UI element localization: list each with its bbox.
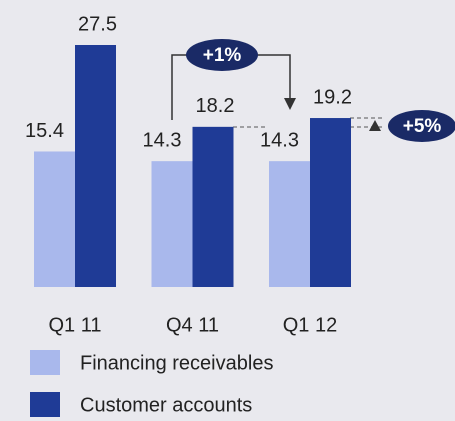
bar — [310, 118, 351, 287]
bar — [34, 151, 75, 287]
annotation: +5% — [403, 116, 442, 137]
bar — [75, 45, 116, 287]
value-label: 18.2 — [196, 95, 235, 117]
arrow-head — [369, 120, 381, 131]
value-label: 14.3 — [260, 129, 299, 151]
legend-swatch — [30, 350, 60, 375]
x-tick-label: Q1 12 — [283, 314, 337, 336]
annotation: +1% — [203, 45, 242, 66]
bar — [192, 126, 234, 287]
arrow-head — [284, 98, 296, 110]
bar — [151, 161, 193, 287]
value-label: 14.3 — [143, 129, 182, 151]
value-label: 19.2 — [313, 86, 352, 108]
x-tick-label: Q1 11 — [49, 314, 102, 336]
value-label: 15.4 — [25, 120, 64, 142]
x-tick-label: Q4 11 — [166, 314, 219, 336]
legend-swatch — [30, 392, 60, 417]
legend-label: Customer accounts — [80, 394, 252, 416]
value-label: 27.5 — [78, 13, 117, 35]
annotation-badge — [186, 39, 258, 71]
annotation-badge — [388, 110, 455, 142]
bar — [269, 161, 310, 287]
legend-label: Financing receivables — [80, 352, 273, 374]
